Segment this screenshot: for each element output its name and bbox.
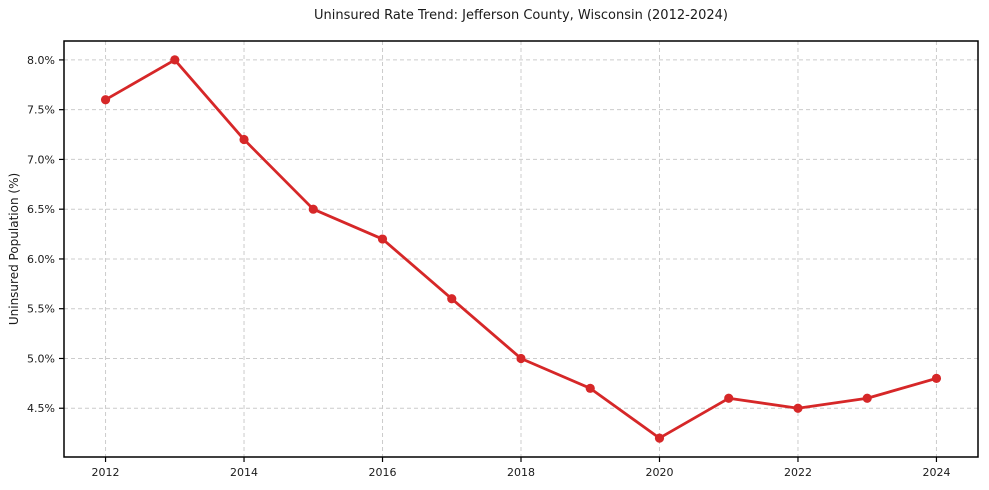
y-tick-label: 7.5%	[27, 104, 55, 117]
data-point	[793, 403, 803, 413]
data-point	[862, 393, 872, 403]
y-tick-label: 7.0%	[27, 153, 55, 166]
data-point	[516, 353, 526, 364]
data-point	[447, 294, 457, 304]
y-tick-label: 6.0%	[27, 253, 55, 266]
data-point	[585, 383, 595, 393]
x-tick-label: 2020	[645, 466, 673, 479]
x-tick-label: 2018	[507, 466, 535, 479]
x-tick-label: 2014	[230, 466, 258, 479]
y-tick-label: 8.0%	[27, 54, 55, 67]
data-line	[104, 58, 938, 440]
x-tick-label: 2022	[784, 466, 812, 479]
data-point	[239, 134, 249, 145]
data-point	[931, 373, 942, 383]
x-tick-label: 2012	[92, 466, 120, 479]
data-point	[308, 204, 318, 214]
data-point	[654, 433, 665, 443]
x-tick-label: 2024	[922, 466, 950, 479]
data-point	[100, 95, 111, 105]
y-tick-label: 5.5%	[27, 303, 55, 316]
data-point	[170, 55, 180, 65]
y-tick-label: 6.5%	[27, 203, 55, 216]
x-tick-label: 2016	[369, 466, 397, 479]
y-tick-label: 4.5%	[27, 402, 55, 415]
data-point	[724, 393, 734, 403]
data-point	[377, 234, 388, 244]
chart-title: Uninsured Rate Trend: Jefferson County, …	[314, 8, 728, 23]
y-tick-label: 5.0%	[27, 352, 55, 365]
